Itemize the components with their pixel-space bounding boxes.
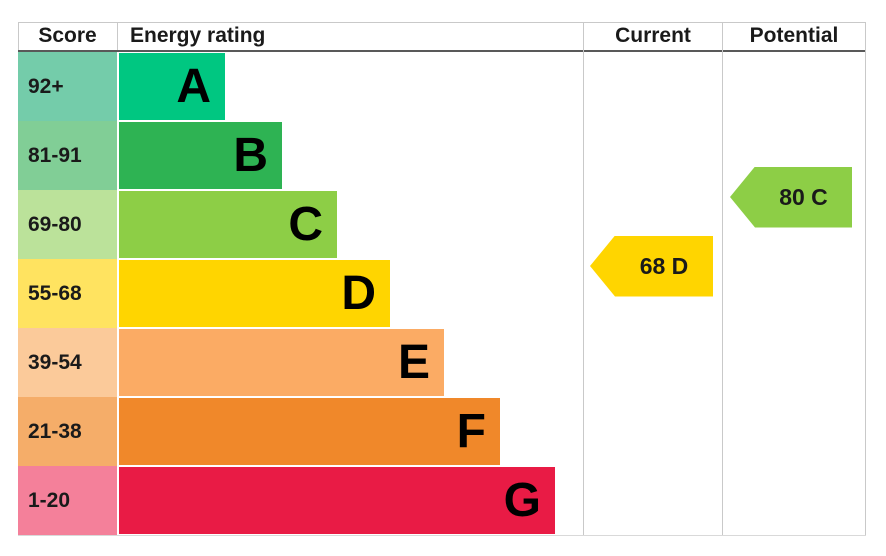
rating-bar-b: B — [119, 122, 282, 189]
current-rating-arrow: 68 D — [590, 235, 713, 297]
bands: 92+ A 81-91 B 69-80 C 55-68 D 39-54 E 21-38 F 1-20 G — [18, 52, 865, 535]
table-right-border — [865, 22, 866, 535]
band-letter-b: B — [233, 128, 268, 182]
score-range-f: 21-38 — [18, 397, 117, 466]
band-letter-a: A — [176, 59, 211, 113]
current-rating-label: 68 D — [639, 252, 689, 279]
score-range-g: 1-20 — [18, 466, 117, 535]
rating-current-divider — [583, 22, 584, 535]
score-range-c: 69-80 — [18, 190, 117, 259]
band-letter-g: G — [503, 473, 541, 527]
band-row-c: 69-80 C — [18, 190, 865, 259]
header-potential: Potential — [749, 24, 839, 47]
band-row-b: 81-91 B — [18, 121, 865, 190]
band-row-f: 21-38 F — [18, 397, 865, 466]
potential-rating-label: 80 C — [779, 183, 828, 210]
current-potential-divider — [722, 22, 723, 535]
header-underline — [18, 50, 866, 52]
band-row-e: 39-54 E — [18, 328, 865, 397]
score-column-divider — [117, 22, 118, 50]
table-top-border — [18, 22, 866, 23]
score-range-a: 92+ — [18, 52, 117, 121]
header-score: Score — [38, 24, 97, 47]
rating-bar-c: C — [119, 191, 337, 258]
score-range-b: 81-91 — [18, 121, 117, 190]
band-letter-d: D — [341, 266, 376, 320]
rating-bar-e: E — [119, 329, 444, 396]
score-range-d: 55-68 — [18, 259, 117, 328]
band-letter-f: F — [456, 404, 486, 458]
score-range-e: 39-54 — [18, 328, 117, 397]
rating-bar-a: A — [119, 53, 225, 120]
band-row-g: 1-20 G — [18, 466, 865, 535]
potential-rating-arrow: 80 C — [730, 166, 852, 228]
band-row-a: 92+ A — [18, 52, 865, 121]
table-bottom-border — [18, 535, 866, 536]
rating-bar-g: G — [119, 467, 555, 534]
header-energy-rating: Energy rating — [130, 24, 266, 47]
table-left-border — [18, 22, 19, 50]
band-letter-e: E — [397, 335, 430, 389]
rating-bar-f: F — [119, 398, 500, 465]
header-current: Current — [615, 24, 691, 47]
rating-bar-d: D — [119, 260, 390, 327]
band-letter-c: C — [288, 197, 323, 251]
band-row-d: 55-68 D — [18, 259, 865, 328]
